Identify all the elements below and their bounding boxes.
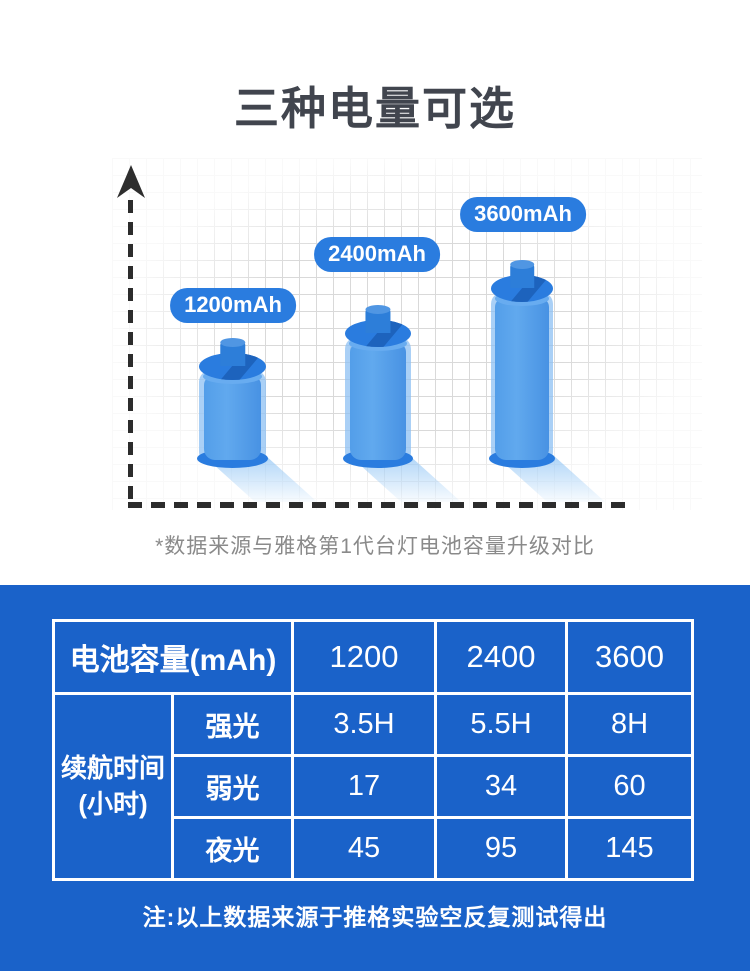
row-label-weak: 弱光 (171, 754, 294, 819)
y-axis-dashed-line (128, 200, 133, 506)
table-header-row: 电池容量(mAh) 1200 2400 3600 (52, 619, 694, 695)
up-arrow-icon (117, 165, 145, 198)
row-label-night: 夜光 (171, 816, 294, 881)
header-col-2400: 2400 (434, 619, 568, 695)
page-title: 三种电量可选 (233, 83, 516, 134)
capacity-label-3600: 3600mAh (460, 197, 586, 232)
row-group-endurance: 续航时间 (小时) (52, 692, 174, 881)
battery-illustration-1200 (197, 338, 269, 468)
battery-spec-table: 电池容量(mAh) 1200 2400 3600 续航时间 (小时) 强光 3.… (52, 619, 694, 881)
table-footnote: 注:以上数据来源于推格实验空反复测试得出 (142, 904, 608, 930)
table-row-night-light: 夜光 45 95 145 (54, 816, 694, 881)
cell-strong-1200: 3.5H (291, 692, 437, 757)
battery-illustration-2400 (343, 305, 413, 468)
spec-section: 电池容量(mAh) 1200 2400 3600 续航时间 (小时) 强光 3.… (0, 585, 750, 971)
cell-strong-2400: 5.5H (434, 692, 568, 757)
row-label-strong: 强光 (171, 692, 294, 757)
battery-illustration-3600 (489, 260, 555, 468)
cell-weak-3600: 60 (565, 754, 694, 819)
cell-weak-1200: 17 (291, 754, 437, 819)
table-row-weak-light: 弱光 17 34 60 (54, 754, 694, 819)
capacity-label-2400: 2400mAh (314, 237, 440, 272)
header-col-3600: 3600 (565, 619, 694, 695)
header-col-1200: 1200 (291, 619, 437, 695)
cell-night-3600: 145 (565, 816, 694, 881)
table-row-strong-light: 续航时间 (小时) 强光 3.5H 5.5H 8H (52, 692, 694, 881)
header-capacity-label: 电池容量(mAh) (52, 619, 294, 695)
cell-strong-3600: 8H (565, 692, 694, 757)
x-axis-dashed-line (128, 502, 627, 508)
cell-weak-2400: 34 (434, 754, 568, 819)
chart-footnote: *数据来源与雅格第1代台灯电池容量升级对比 (155, 535, 595, 558)
cell-night-1200: 45 (291, 816, 437, 881)
cell-night-2400: 95 (434, 816, 568, 881)
capacity-label-1200: 1200mAh (170, 288, 296, 323)
